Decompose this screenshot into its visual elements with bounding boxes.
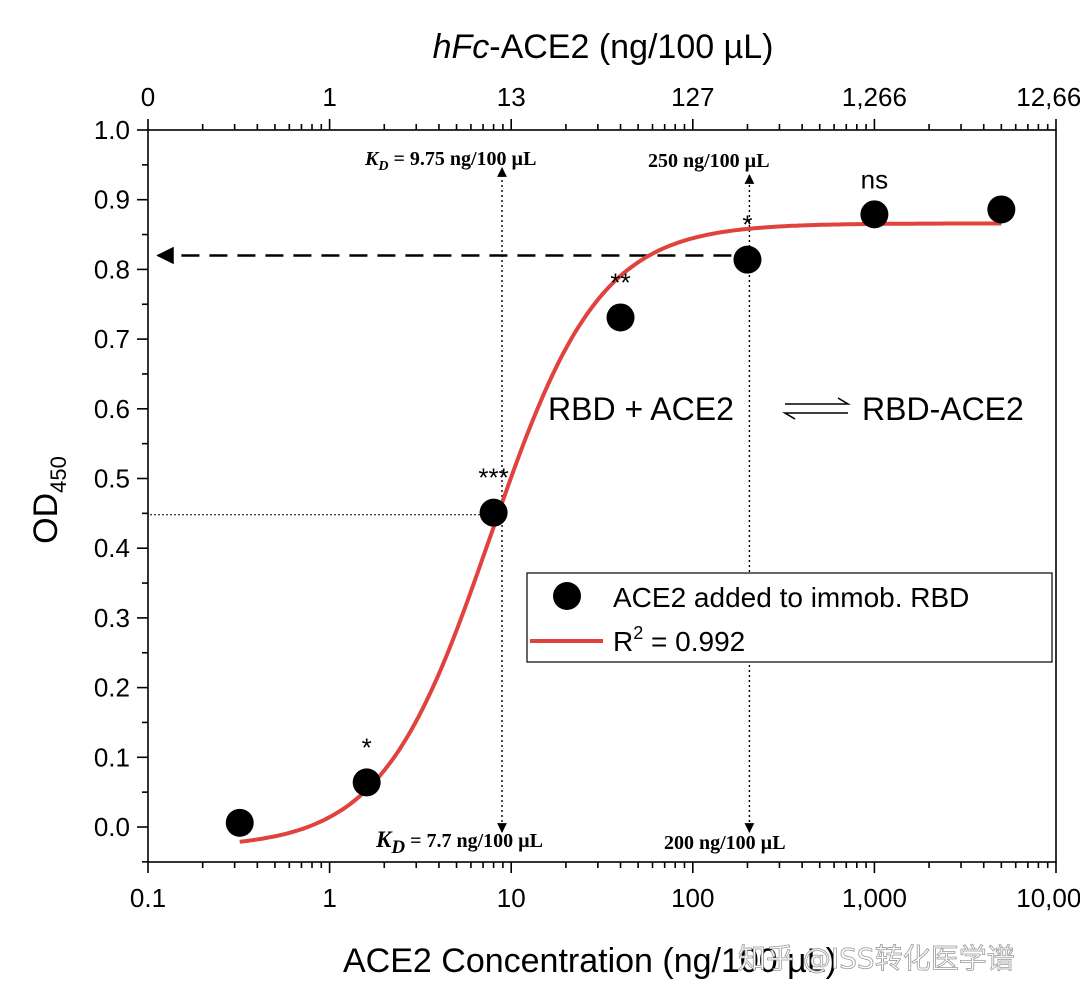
top-tick-label: 1 [322,82,336,112]
y-tick-label: 1.0 [94,115,130,145]
legend-point-marker [553,582,581,610]
label-200: 200 ng/100 µL [664,832,786,854]
y-tick-label: 0.5 [94,464,130,494]
x-tick-label: 1 [322,883,336,913]
watermark-text: 知乎 @ISS转化医学谱 [738,942,1015,975]
plot-frame [147,129,1057,863]
y-tick-label: 0.9 [94,185,130,215]
top-tick-label: 127 [671,82,714,112]
x-tick-label: 10 [497,883,526,913]
x-axis-title: ACE2 Concentration (ng/100 µL) [343,942,837,980]
y-tick-label: 0.4 [94,533,130,563]
top-tick-label: 12,664 [1016,82,1080,112]
significance-label: * [362,732,372,762]
equation-right: RBD-ACE2 [862,391,1024,427]
significance-labels: *******ns [362,164,889,762]
data-point [606,303,635,332]
x-tick-label: 100 [671,883,714,913]
data-points-layer [225,195,1016,837]
top-tick-label: 1,266 [842,82,907,112]
y-tick-label: 0.7 [94,324,130,354]
y-tick-label: 0.6 [94,394,130,424]
data-point [987,195,1016,224]
kd-bottom-label: KD = 7.7 ng/100 µL [375,827,543,858]
top-tick-label: 0 [141,82,155,112]
data-point [225,808,254,837]
y-tick-label: 0.3 [94,603,130,633]
legend: ACE2 added to immob. RBD R2 = 0.992 [526,572,1053,663]
top-axis-title: hFc-ACE2 (ng/100 µL) [433,28,774,66]
significance-label: *** [478,463,508,493]
data-point [352,768,381,797]
legend-fit-label: R2 = 0.992 [613,623,745,657]
y-tick-label: 0.0 [94,812,130,842]
data-point [479,498,508,527]
significance-label: * [742,210,752,240]
y-tick-label: 0.8 [94,254,130,284]
data-point [733,245,762,274]
label-250: 250 ng/100 µL [648,150,770,172]
guide-lines [150,167,755,833]
y-tick-label: 0.2 [94,673,130,703]
kd-top-label: KD = 9.75 ng/100 µL [364,148,536,174]
tick-labels: 0.1 0 1 1 10 13 100 127 1,000 1,266 10,000 12,664 0.… [94,82,1080,913]
axes [137,119,1057,873]
y-tick-label: 0.1 [94,742,130,772]
significance-label: ** [610,267,630,297]
equilibrium-arrows-icon [782,397,851,420]
y-axis-title: OD450 [27,456,71,544]
legend-series-label: ACE2 added to immob. RBD [613,582,969,613]
data-point [860,200,889,229]
equation-left: RBD + ACE2 [548,391,734,427]
legend-box [526,572,1053,663]
x-tick-label: 10,000 [1016,883,1080,913]
x-tick-label: 1,000 [842,883,907,913]
x-tick-label: 0.1 [130,883,166,913]
significance-label: ns [861,164,888,194]
top-tick-label: 13 [497,82,526,112]
